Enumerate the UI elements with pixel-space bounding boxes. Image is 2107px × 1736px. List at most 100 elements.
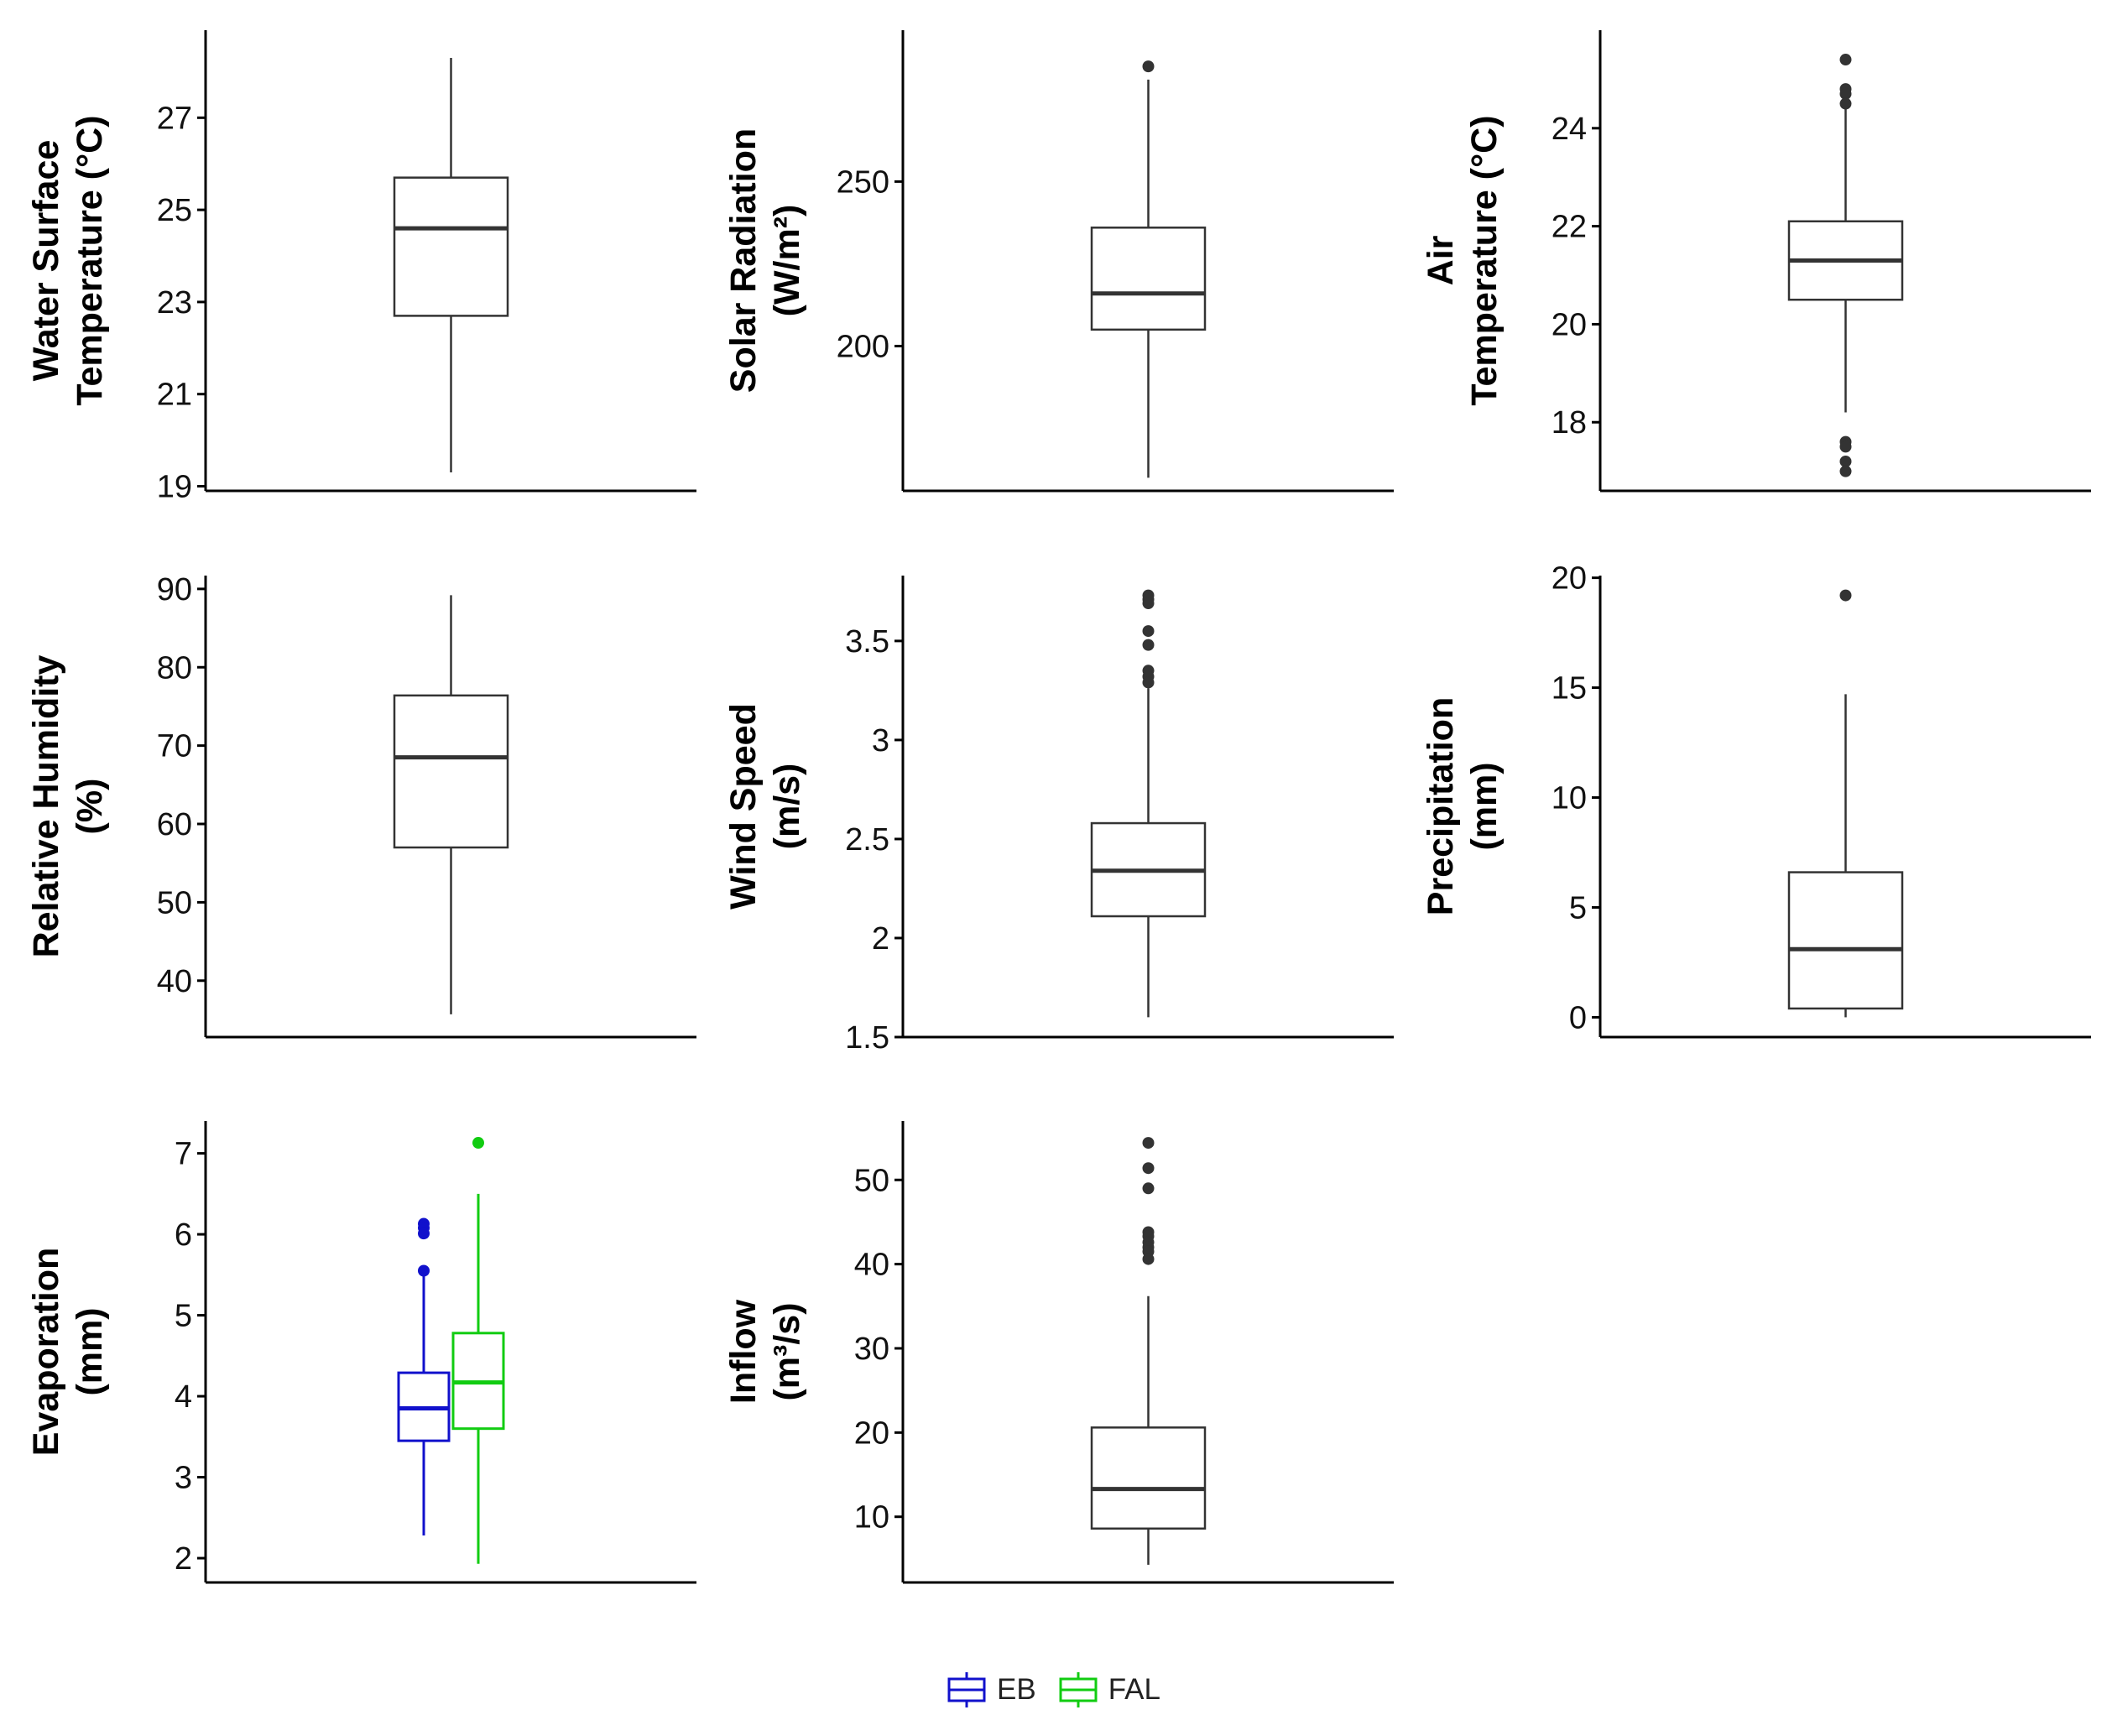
y-tick-label: 15 bbox=[1552, 671, 1587, 706]
y-axis-label-line: Water Surface bbox=[26, 140, 66, 382]
y-tick-label: 23 bbox=[157, 285, 192, 321]
y-tick-label: 90 bbox=[157, 572, 192, 607]
outlier-point bbox=[1839, 455, 1852, 467]
y-axis-label: AirTemperature (°C) bbox=[1421, 115, 1505, 405]
y-tick-label: 3 bbox=[872, 723, 889, 759]
y-tick-label: 20 bbox=[854, 1415, 889, 1451]
y-tick-label: 22 bbox=[1552, 210, 1587, 245]
legend-key-icon bbox=[1059, 1672, 1098, 1707]
y-axis-label-line: Relative Humidity bbox=[26, 655, 66, 958]
y-tick-label: 80 bbox=[157, 650, 192, 686]
panel-solar-radiation: 200 250 Solar Radiation(W/m²) bbox=[723, 30, 1394, 493]
y-tick-label: 24 bbox=[1552, 112, 1587, 147]
legend-item-fal: FAL bbox=[1058, 1671, 1160, 1709]
y-axis-label-line: Solar Radiation bbox=[723, 128, 764, 393]
legend-item-eb: EB bbox=[947, 1671, 1036, 1709]
box-series bbox=[393, 595, 509, 1014]
panel-precipitation: 0 5 10 15 20 Precipitation(mm) bbox=[1421, 561, 2091, 1039]
box-series bbox=[1090, 589, 1207, 1018]
outlier-point bbox=[1839, 54, 1852, 66]
y-axis-label: Evaporation(mm) bbox=[26, 1248, 110, 1457]
box-series bbox=[1787, 589, 1904, 1018]
box-iqr bbox=[1787, 871, 1904, 1010]
box-series bbox=[1090, 1137, 1207, 1565]
outlier-point bbox=[418, 1228, 430, 1240]
y-tick-label: 20 bbox=[1552, 561, 1587, 597]
outlier-point bbox=[1142, 597, 1155, 610]
box-fal bbox=[451, 1137, 505, 1564]
outlier-point bbox=[1142, 1253, 1155, 1265]
box-iqr bbox=[393, 694, 509, 849]
y-tick-label: 19 bbox=[157, 470, 192, 505]
outlier-point bbox=[1839, 97, 1852, 110]
y-tick-label: 18 bbox=[1552, 405, 1587, 441]
y-tick-label: 5 bbox=[1569, 890, 1587, 925]
panel-inflow: 10 20 30 40 50 Inflow(m³/s) bbox=[723, 1121, 1394, 1584]
y-tick-label: 2 bbox=[175, 1541, 192, 1577]
outlier-point bbox=[1142, 625, 1155, 638]
y-tick-label: 200 bbox=[837, 329, 889, 364]
y-tick-label: 10 bbox=[1552, 781, 1587, 816]
y-axis-label-line: (mm) bbox=[1464, 762, 1505, 850]
y-axis-label-line: Wind Speed bbox=[723, 703, 764, 910]
y-tick-label: 0 bbox=[1569, 1000, 1587, 1035]
y-axis-label-line: (W/m²) bbox=[767, 205, 807, 317]
y-axis-label: Inflow(m³/s) bbox=[723, 1299, 807, 1404]
y-tick-label: 27 bbox=[157, 101, 192, 136]
y-axis-label: Relative Humidity(%) bbox=[26, 655, 110, 958]
y-tick-label: 60 bbox=[157, 807, 192, 842]
y-axis-label-line: (m/s) bbox=[767, 764, 807, 850]
outlier-point bbox=[1142, 639, 1155, 651]
y-tick-label: 40 bbox=[854, 1248, 889, 1283]
legend-label: FAL bbox=[1108, 1673, 1160, 1706]
y-tick-label: 21 bbox=[157, 378, 192, 413]
y-tick-label: 10 bbox=[854, 1500, 889, 1535]
legend-label: EB bbox=[997, 1673, 1036, 1706]
panel-evaporation: 2 3 4 5 6 7 Evaporation(mm) bbox=[26, 1121, 696, 1584]
y-tick-label: 30 bbox=[854, 1332, 889, 1367]
y-axis-label-line: Evaporation bbox=[26, 1248, 66, 1457]
outlier-point bbox=[1839, 589, 1852, 602]
panel-relative-humidity: 40 50 60 70 80 90 Relative Humidity(%) bbox=[26, 572, 696, 1039]
y-axis-label: Precipitation(mm) bbox=[1421, 697, 1505, 915]
box-series bbox=[393, 57, 509, 473]
outlier-point bbox=[472, 1137, 484, 1150]
y-tick-label: 20 bbox=[1552, 307, 1587, 342]
outlier-point bbox=[1839, 441, 1852, 453]
box-eb bbox=[397, 1217, 451, 1536]
y-axis-label-line: (%) bbox=[70, 779, 110, 835]
y-tick-label: 1.5 bbox=[845, 1020, 889, 1056]
outlier-point bbox=[1839, 87, 1852, 100]
y-tick-label: 3.5 bbox=[845, 624, 889, 659]
outlier-point bbox=[418, 1264, 430, 1277]
legend-key-icon bbox=[947, 1672, 986, 1707]
panel-air-temperature: 18 20 22 24 AirTemperature (°C) bbox=[1421, 30, 2091, 493]
y-tick-label: 2 bbox=[872, 921, 889, 957]
panel-wind-speed: 1.5 2 2.5 3 3.5 Wind Speed(m/s) bbox=[723, 576, 1394, 1056]
box-iqr bbox=[1090, 227, 1207, 331]
y-axis-label: Water SurfaceTemperature (°C) bbox=[26, 115, 110, 405]
box-series bbox=[1787, 54, 1904, 477]
y-tick-label: 25 bbox=[157, 193, 192, 228]
y-axis-label-line: Temperature (°C) bbox=[70, 115, 110, 405]
box-iqr bbox=[1090, 1426, 1207, 1530]
y-axis-label: Wind Speed(m/s) bbox=[723, 703, 807, 910]
y-tick-label: 3 bbox=[175, 1461, 192, 1496]
y-tick-label: 4 bbox=[175, 1379, 192, 1415]
legend: EB FAL bbox=[947, 1666, 1182, 1713]
y-axis-label: Solar Radiation(W/m²) bbox=[723, 128, 807, 393]
panel-water-surface-temperature: 19 21 23 25 27 Water SurfaceTemperature (°C) bbox=[26, 30, 696, 505]
y-axis-label-line: (mm) bbox=[70, 1307, 110, 1395]
outlier-point bbox=[1142, 60, 1155, 73]
y-tick-label: 2.5 bbox=[845, 822, 889, 858]
outlier-point bbox=[1142, 1182, 1155, 1195]
y-tick-label: 50 bbox=[157, 885, 192, 920]
outlier-point bbox=[1142, 1162, 1155, 1175]
outlier-point bbox=[1839, 465, 1852, 477]
y-axis-label-line: (m³/s) bbox=[767, 1302, 807, 1400]
y-axis-label-line: Temperature (°C) bbox=[1464, 115, 1505, 405]
y-tick-label: 50 bbox=[854, 1163, 889, 1198]
y-tick-label: 70 bbox=[157, 729, 192, 764]
box-iqr bbox=[393, 176, 509, 317]
